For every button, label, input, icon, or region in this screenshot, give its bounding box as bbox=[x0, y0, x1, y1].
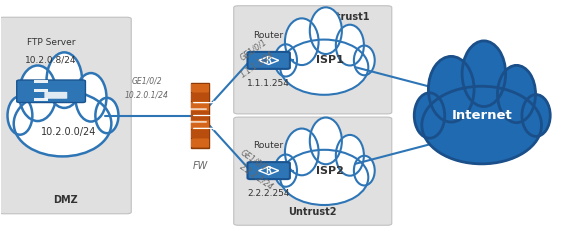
Text: Untrust2: Untrust2 bbox=[289, 207, 337, 217]
Text: 1.1.1.254: 1.1.1.254 bbox=[247, 79, 290, 88]
Text: 2.2.2.2/24: 2.2.2.2/24 bbox=[238, 161, 276, 191]
Ellipse shape bbox=[22, 70, 53, 117]
FancyBboxPatch shape bbox=[44, 92, 67, 99]
Ellipse shape bbox=[354, 156, 375, 185]
FancyBboxPatch shape bbox=[191, 139, 208, 147]
Ellipse shape bbox=[354, 46, 375, 75]
FancyBboxPatch shape bbox=[234, 117, 392, 225]
Ellipse shape bbox=[21, 96, 104, 152]
Ellipse shape bbox=[355, 48, 373, 73]
Text: Internet: Internet bbox=[451, 109, 512, 122]
FancyBboxPatch shape bbox=[247, 52, 290, 69]
Ellipse shape bbox=[280, 150, 369, 205]
Ellipse shape bbox=[498, 65, 536, 123]
Ellipse shape bbox=[9, 99, 30, 132]
FancyBboxPatch shape bbox=[191, 120, 208, 129]
Ellipse shape bbox=[431, 92, 533, 158]
FancyBboxPatch shape bbox=[34, 89, 48, 92]
FancyBboxPatch shape bbox=[191, 84, 208, 92]
Ellipse shape bbox=[422, 86, 541, 164]
Text: FTP Server: FTP Server bbox=[27, 37, 75, 46]
Ellipse shape bbox=[336, 25, 364, 66]
Ellipse shape bbox=[522, 95, 550, 136]
Ellipse shape bbox=[338, 138, 362, 173]
Ellipse shape bbox=[414, 93, 445, 138]
FancyBboxPatch shape bbox=[234, 6, 392, 114]
FancyBboxPatch shape bbox=[247, 162, 290, 179]
Ellipse shape bbox=[466, 46, 502, 102]
Ellipse shape bbox=[310, 118, 342, 164]
FancyBboxPatch shape bbox=[191, 111, 208, 120]
Ellipse shape bbox=[432, 61, 471, 117]
Ellipse shape bbox=[285, 129, 319, 175]
Ellipse shape bbox=[95, 98, 118, 133]
Ellipse shape bbox=[276, 157, 295, 184]
Ellipse shape bbox=[280, 40, 369, 95]
Ellipse shape bbox=[312, 11, 339, 51]
Ellipse shape bbox=[77, 77, 104, 118]
Ellipse shape bbox=[312, 121, 339, 161]
Text: Router: Router bbox=[254, 141, 284, 150]
Text: 1.1.1.1/24: 1.1.1.1/24 bbox=[238, 49, 276, 79]
Text: FW: FW bbox=[192, 161, 208, 171]
Ellipse shape bbox=[285, 18, 319, 65]
Text: ISP1: ISP1 bbox=[316, 55, 344, 65]
Ellipse shape bbox=[288, 132, 316, 172]
FancyBboxPatch shape bbox=[17, 80, 86, 103]
Ellipse shape bbox=[14, 91, 111, 156]
Ellipse shape bbox=[49, 57, 79, 104]
Text: GE1/0/7: GE1/0/7 bbox=[238, 148, 269, 173]
FancyBboxPatch shape bbox=[34, 98, 48, 101]
Ellipse shape bbox=[462, 41, 506, 106]
FancyBboxPatch shape bbox=[34, 80, 48, 83]
Ellipse shape bbox=[19, 66, 56, 121]
FancyBboxPatch shape bbox=[191, 83, 209, 148]
Ellipse shape bbox=[75, 73, 106, 122]
Ellipse shape bbox=[276, 47, 295, 74]
Ellipse shape bbox=[274, 44, 297, 76]
Text: 10.2.0.8/24: 10.2.0.8/24 bbox=[25, 56, 77, 65]
Text: GE1/0/2: GE1/0/2 bbox=[131, 77, 162, 86]
Text: Router: Router bbox=[254, 31, 284, 40]
Ellipse shape bbox=[338, 28, 362, 62]
Text: R: R bbox=[266, 166, 272, 175]
Text: 10.2.0.1/24: 10.2.0.1/24 bbox=[125, 90, 169, 99]
Ellipse shape bbox=[288, 22, 316, 61]
Ellipse shape bbox=[501, 70, 533, 118]
Text: R: R bbox=[266, 56, 272, 65]
Ellipse shape bbox=[274, 155, 297, 187]
Text: 2.2.2.254: 2.2.2.254 bbox=[247, 189, 290, 198]
Ellipse shape bbox=[287, 44, 362, 91]
Text: DMZ: DMZ bbox=[53, 195, 77, 205]
Text: 10.2.0.0/24: 10.2.0.0/24 bbox=[41, 127, 96, 137]
Ellipse shape bbox=[417, 96, 443, 135]
Ellipse shape bbox=[97, 100, 117, 131]
Ellipse shape bbox=[46, 52, 82, 108]
Ellipse shape bbox=[7, 96, 32, 135]
Text: Untrust1: Untrust1 bbox=[321, 12, 370, 22]
Ellipse shape bbox=[287, 154, 362, 201]
Text: GE1/0/1: GE1/0/1 bbox=[238, 38, 269, 63]
FancyBboxPatch shape bbox=[191, 93, 208, 101]
FancyBboxPatch shape bbox=[0, 17, 131, 214]
Ellipse shape bbox=[355, 158, 373, 183]
FancyBboxPatch shape bbox=[191, 130, 208, 138]
FancyBboxPatch shape bbox=[191, 102, 208, 111]
Ellipse shape bbox=[310, 7, 342, 54]
Ellipse shape bbox=[524, 98, 548, 133]
Ellipse shape bbox=[428, 56, 474, 122]
Text: ISP2: ISP2 bbox=[316, 166, 344, 176]
Ellipse shape bbox=[336, 135, 364, 176]
